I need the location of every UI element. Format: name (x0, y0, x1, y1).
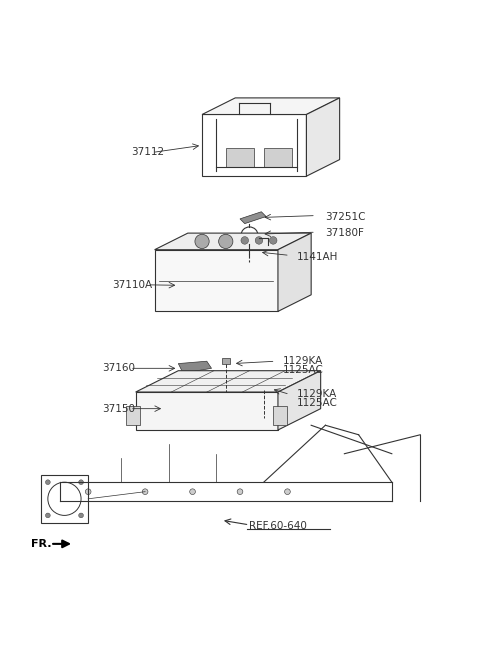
Polygon shape (278, 233, 311, 312)
Text: FR.: FR. (31, 539, 52, 549)
Circle shape (241, 237, 249, 244)
Polygon shape (240, 212, 266, 224)
Text: 1125AC: 1125AC (283, 365, 324, 375)
Circle shape (219, 234, 233, 249)
Polygon shape (136, 392, 278, 430)
Circle shape (46, 513, 50, 518)
Circle shape (79, 480, 84, 485)
Circle shape (142, 489, 148, 495)
Text: 37110A: 37110A (112, 280, 152, 291)
Text: 37180F: 37180F (325, 228, 364, 238)
Polygon shape (306, 98, 340, 176)
Text: 37150: 37150 (102, 403, 135, 414)
Bar (222, 358, 229, 363)
Text: REF.60-640: REF.60-640 (250, 522, 307, 531)
Circle shape (46, 480, 50, 485)
Text: 1129KA: 1129KA (297, 390, 337, 400)
Bar (260, 384, 267, 390)
Circle shape (269, 237, 277, 244)
Text: 37160: 37160 (102, 363, 135, 373)
Circle shape (190, 489, 195, 495)
Bar (41, 475, 88, 523)
Text: 37112: 37112 (131, 148, 164, 157)
Text: 1125AC: 1125AC (297, 398, 338, 408)
Bar (273, 406, 288, 425)
Bar (226, 148, 254, 167)
Circle shape (79, 513, 84, 518)
Circle shape (255, 237, 263, 244)
Bar (126, 406, 140, 425)
Polygon shape (202, 98, 340, 115)
Text: 1129KA: 1129KA (283, 356, 323, 366)
Circle shape (85, 489, 91, 495)
Circle shape (285, 489, 290, 495)
Text: 1141AH: 1141AH (297, 252, 338, 262)
Polygon shape (155, 250, 278, 312)
Polygon shape (155, 233, 311, 250)
Circle shape (195, 234, 209, 249)
Text: 37251C: 37251C (325, 211, 366, 222)
Polygon shape (278, 371, 321, 430)
Circle shape (237, 489, 243, 495)
Bar (264, 148, 292, 167)
Polygon shape (136, 371, 321, 392)
Polygon shape (179, 361, 212, 373)
